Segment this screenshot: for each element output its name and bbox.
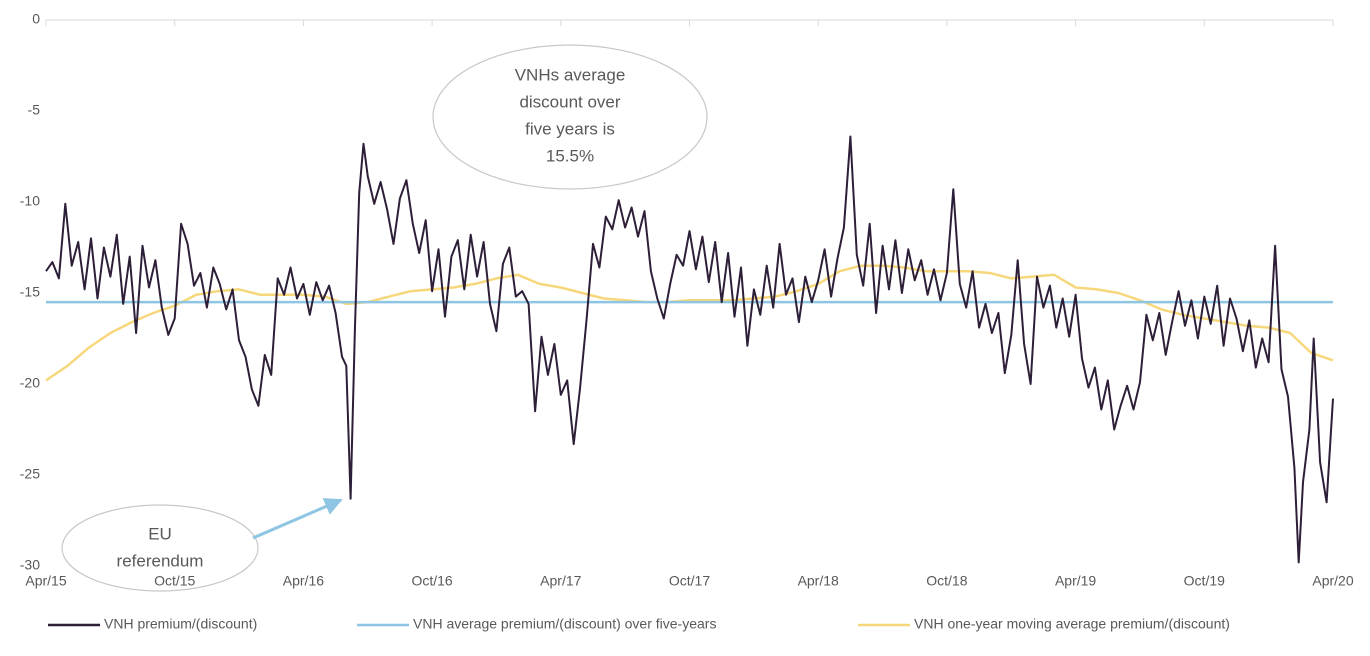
y-tick-label: -25 (20, 466, 40, 482)
annotation-text: VNHs average (515, 65, 626, 84)
series-line (45, 264, 1334, 382)
plot (45, 19, 1334, 564)
x-tick-label: Apr/15 (25, 573, 66, 589)
x-tick-label: Apr/16 (283, 573, 324, 589)
y-tick-label: -20 (20, 375, 40, 391)
annotation-text: five years is (525, 119, 615, 138)
annotation-text: discount over (519, 92, 620, 111)
x-tick-label: Apr/17 (540, 573, 581, 589)
x-tick-label: Apr/19 (1055, 573, 1096, 589)
legend-label: VNH average premium/(discount) over five… (413, 616, 716, 632)
y-tick-label: -30 (20, 557, 40, 573)
x-tick-label: Apr/18 (798, 573, 839, 589)
x-tick-label: Oct/19 (1184, 573, 1225, 589)
annotation-arrow (252, 498, 343, 540)
annotation-text: EU (148, 524, 172, 543)
x-tick-label: Oct/18 (926, 573, 967, 589)
annotation-bubble (61, 504, 259, 592)
y-tick-label: -5 (28, 102, 41, 118)
y-tick-label: -10 (20, 193, 40, 209)
x-tick-label: Oct/16 (411, 573, 452, 589)
y-tick-label: -15 (20, 284, 40, 300)
annotation-discount: VNHs average discount over five years is… (432, 44, 708, 190)
x-tick-label: Apr/20 (1312, 573, 1353, 589)
annotation-referendum: EU referendum (61, 498, 343, 592)
x-tick-label: Oct/15 (154, 573, 195, 589)
annotation-bubble (432, 44, 708, 190)
x-tick-label: Oct/17 (669, 573, 710, 589)
y-tick-label: 0 (32, 11, 40, 27)
annotation-text: referendum (117, 551, 204, 570)
legend-label: VNH one-year moving average premium/(dis… (914, 616, 1230, 632)
annotation-text: 15.5% (546, 146, 594, 165)
legend-label: VNH premium/(discount) (104, 616, 257, 632)
series-line (45, 135, 1334, 564)
